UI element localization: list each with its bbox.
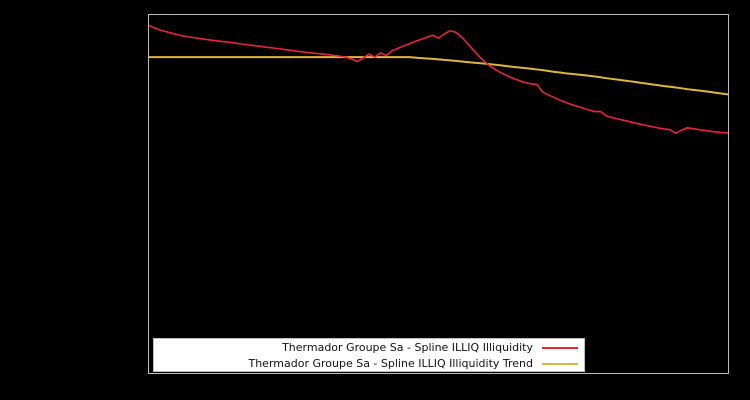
plot-curves bbox=[149, 24, 728, 135]
legend-label-trend: Thermador Groupe Sa - Spline ILLIQ Illiq… bbox=[248, 357, 533, 370]
legend-swatch-trend bbox=[542, 363, 578, 365]
y-tick-label-1e11: 100000000000 bbox=[32, 129, 144, 149]
legend-swatch-illiquidity bbox=[542, 347, 578, 349]
y-axis-tick-labels: 100000000000000034 1000000000000000 1000… bbox=[0, 0, 148, 400]
y-tick-label-1e17: 100000000000000034 bbox=[33, 10, 148, 30]
legend-entry-trend: Thermador Groupe Sa - Spline ILLIQ Illiq… bbox=[154, 356, 584, 372]
legend-entry-illiquidity: Thermador Groupe Sa - Spline ILLIQ Illiq… bbox=[154, 340, 584, 356]
series-line-trend bbox=[149, 56, 728, 96]
legend-label-illiquidity: Thermador Groupe Sa - Spline ILLIQ Illiq… bbox=[282, 341, 533, 354]
y-tick-label-1e13: 10000000000000 bbox=[27, 86, 145, 106]
y-tick-label-1e9: 1000000000 bbox=[41, 173, 143, 193]
y-tick-label-1e2: 100 bbox=[112, 342, 143, 362]
series-line-illiquidity bbox=[149, 24, 728, 135]
plot-area-frame bbox=[148, 14, 729, 374]
y-tick-label-1e7: 10000000 bbox=[61, 216, 143, 236]
chart-legend: Thermador Groupe Sa - Spline ILLIQ Illiq… bbox=[153, 338, 585, 372]
y-tick-label-1e6: 1000000 bbox=[71, 258, 143, 278]
y-tick-label-1e15: 1000000000000000 bbox=[28, 45, 146, 65]
y-tick-label-1e4: 10000 bbox=[92, 301, 143, 321]
